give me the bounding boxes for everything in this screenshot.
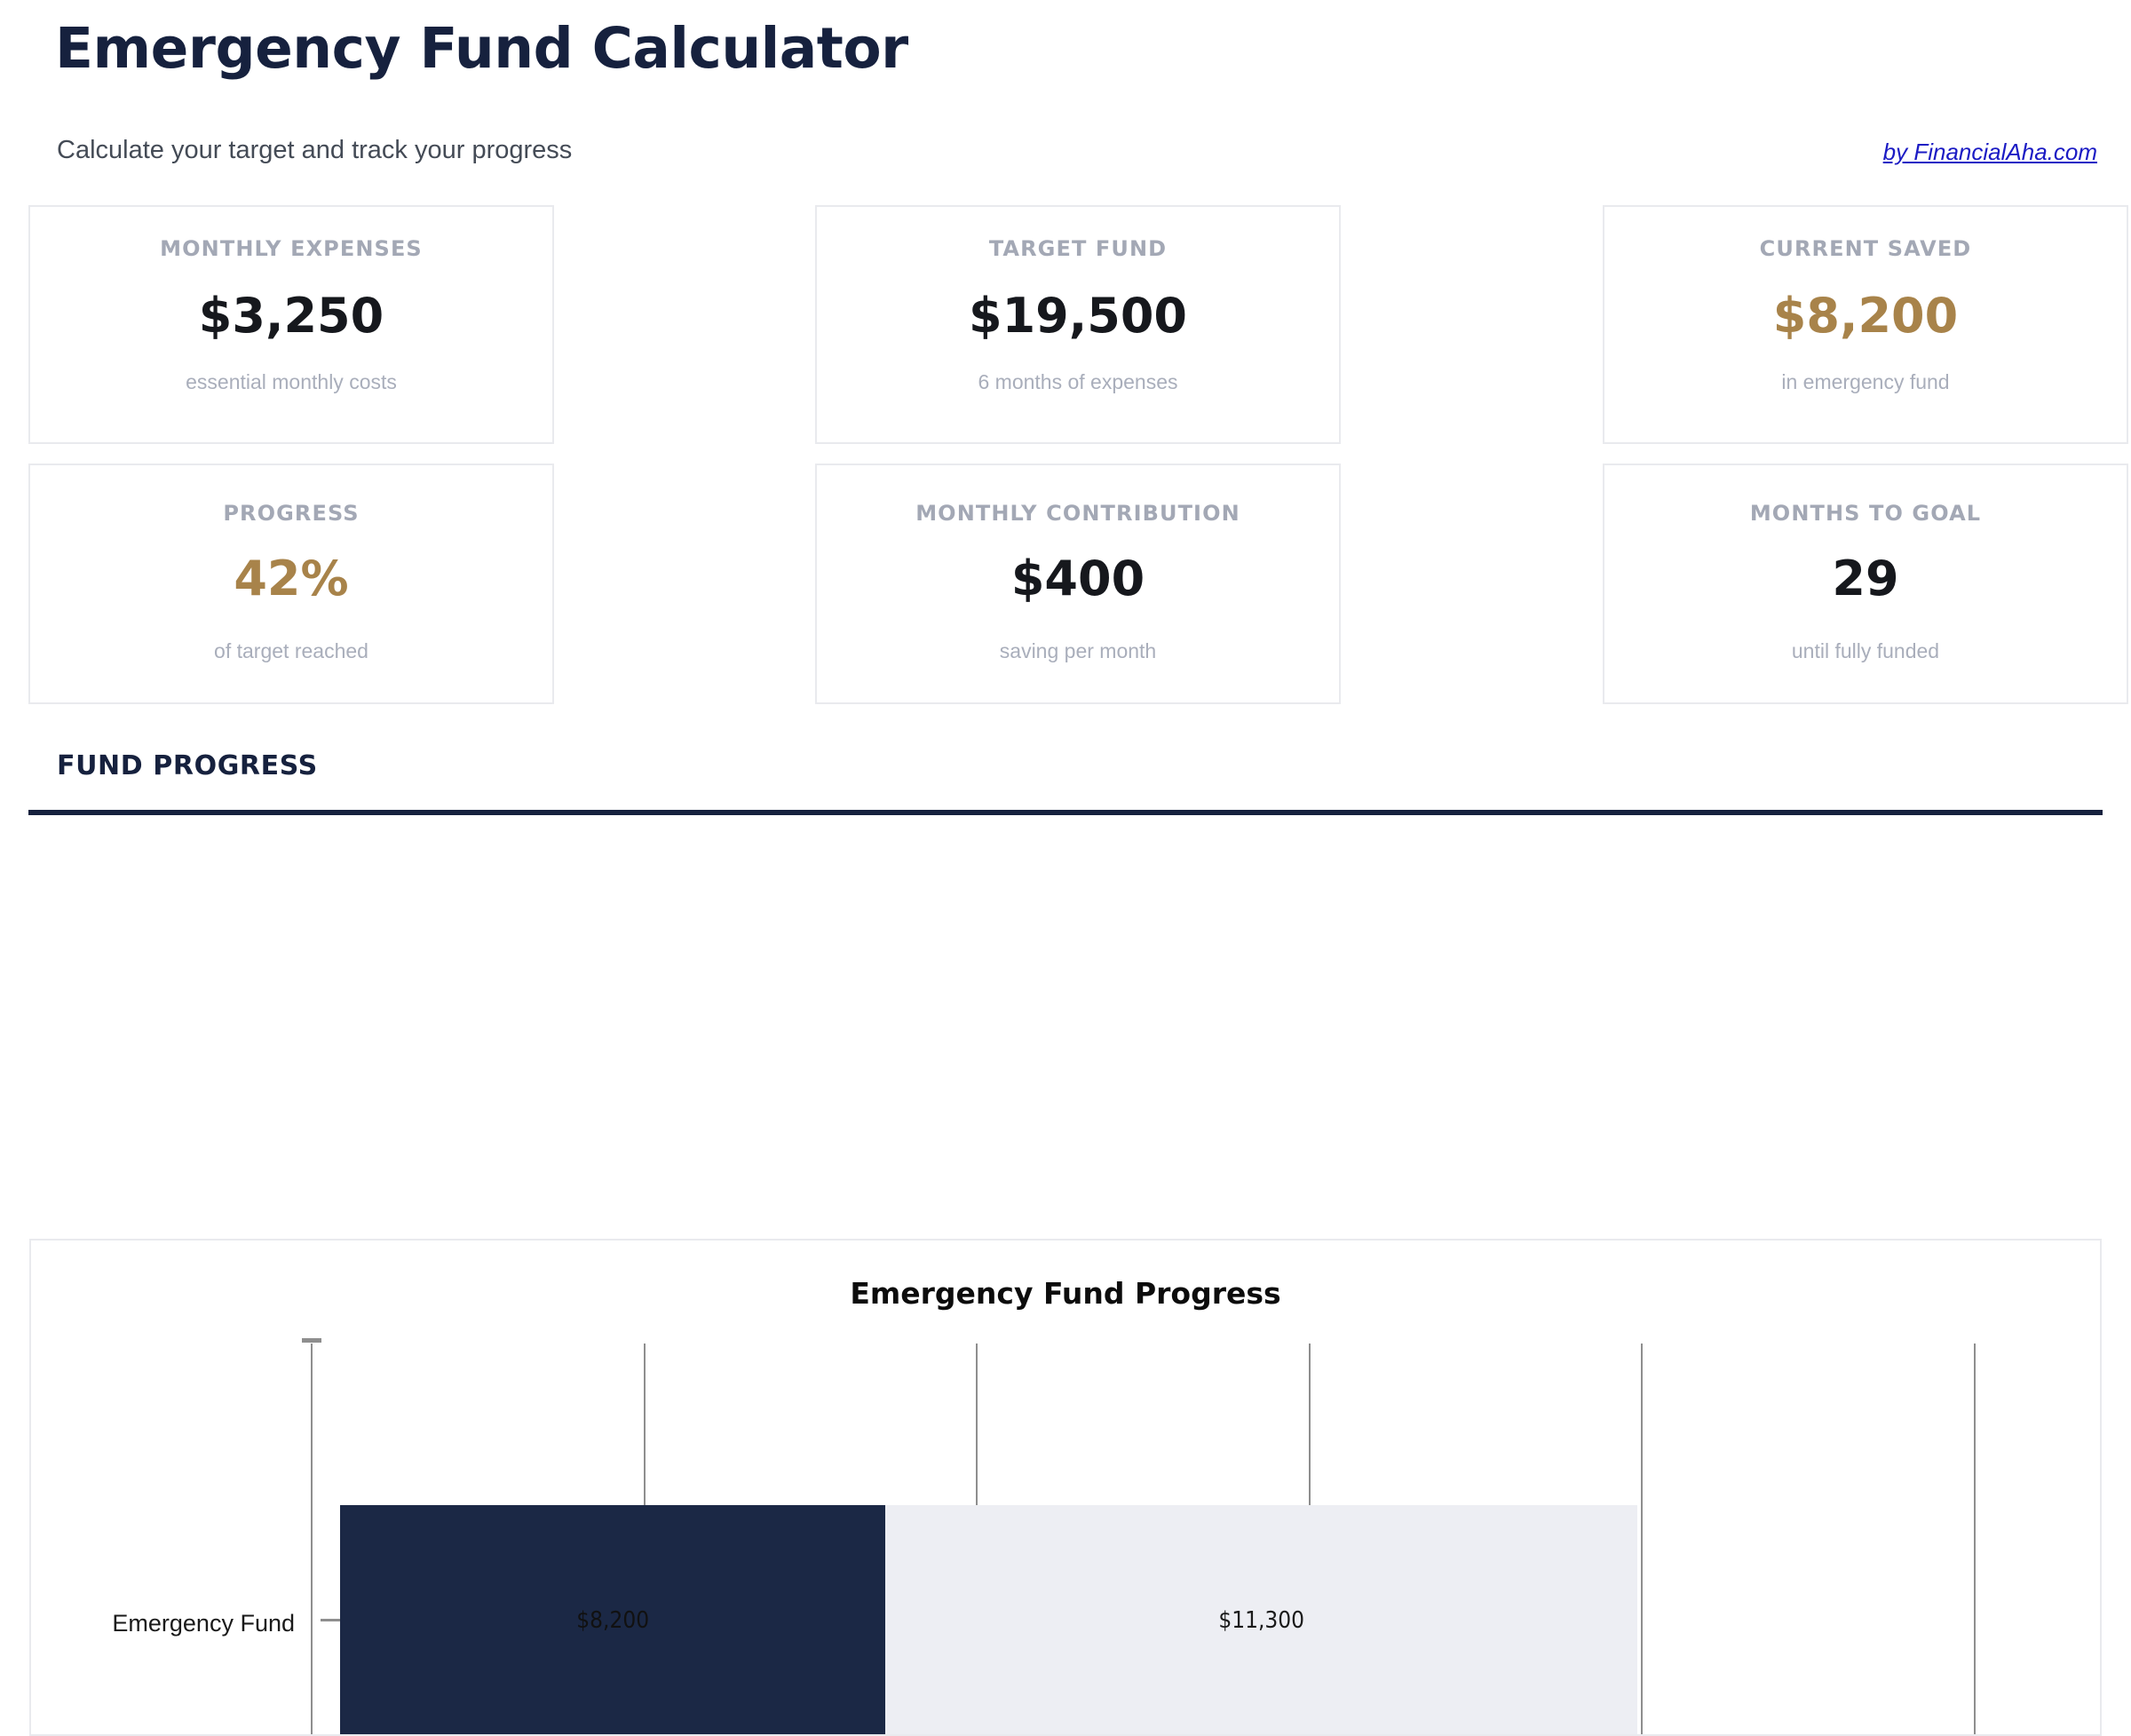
stat-card-label: CURRENT SAVED — [1759, 236, 1972, 261]
chart-bar-label-remaining: $11,300 — [1218, 1607, 1305, 1634]
stat-card-label: MONTHLY EXPENSES — [160, 236, 423, 261]
page-subtitle: Calculate your target and track your pro… — [57, 136, 573, 164]
section-divider — [28, 810, 2103, 815]
stat-card-sublabel: essential monthly costs — [186, 370, 397, 393]
chart-bar-segment-remaining[interactable]: $11,300 — [885, 1505, 1637, 1734]
chart-title: Emergency Fund Progress — [850, 1276, 1281, 1311]
stat-card-value: $400 — [1010, 551, 1145, 606]
stat-card-target-fund: TARGET FUND $19,500 6 months of expenses — [815, 205, 1341, 444]
chart-gridline — [1641, 1344, 1644, 1734]
chart-category-label: Emergency Fund — [112, 1610, 295, 1637]
stat-card-label: MONTHS TO GOAL — [1749, 501, 1982, 526]
page-title: Emergency Fund Calculator — [55, 16, 908, 81]
stat-card-value: 42% — [234, 551, 349, 606]
stat-card-label: TARGET FUND — [988, 236, 1168, 261]
stat-card-value: 29 — [1832, 551, 1899, 606]
stat-card-monthly-contribution: MONTHLY CONTRIBUTION $400 saving per mon… — [815, 464, 1341, 704]
stat-card-value: $3,250 — [198, 288, 384, 344]
chart-gridline — [1974, 1344, 1977, 1734]
fund-progress-chart-panel: Emergency Fund Progress Emergency Fund $… — [29, 1239, 2102, 1736]
stat-card-sublabel: saving per month — [999, 639, 1157, 662]
stat-card-months-to-goal: MONTHS TO GOAL 29 until fully funded — [1603, 464, 2128, 704]
chart-bar-segment-saved[interactable]: $8,200 — [340, 1505, 886, 1734]
stat-card-monthly-expenses: MONTHLY EXPENSES $3,250 essential monthl… — [28, 205, 554, 444]
stat-card-current-saved: CURRENT SAVED $8,200 in emergency fund — [1603, 205, 2128, 444]
stat-card-sublabel: in emergency fund — [1781, 370, 1950, 393]
chart-bar-label-saved: $8,200 — [576, 1607, 650, 1634]
chart-plot-area: Emergency Fund $8,200 $11,300 — [112, 1338, 2040, 1734]
stat-card-value: $19,500 — [969, 288, 1187, 344]
section-heading-fund-progress: FUND PROGRESS — [57, 750, 318, 781]
stat-card-sublabel: 6 months of expenses — [978, 370, 1178, 393]
byline-link[interactable]: by FinancialAha.com — [1882, 139, 2097, 165]
stat-card-sublabel: until fully funded — [1791, 639, 1940, 662]
chart-gridline — [302, 1338, 321, 1734]
stat-card-sublabel: of target reached — [214, 639, 368, 662]
stat-card-progress: PROGRESS 42% of target reached — [28, 464, 554, 704]
stat-card-label: MONTHLY CONTRIBUTION — [915, 501, 1240, 526]
chart-x-axis-tick — [302, 1338, 321, 1343]
chart-bar-stack: $8,200 $11,300 — [340, 1505, 1637, 1734]
chart-y-axis-tick — [321, 1619, 340, 1621]
stat-card-value: $8,200 — [1772, 288, 1959, 344]
stat-card-label: PROGRESS — [223, 501, 360, 526]
